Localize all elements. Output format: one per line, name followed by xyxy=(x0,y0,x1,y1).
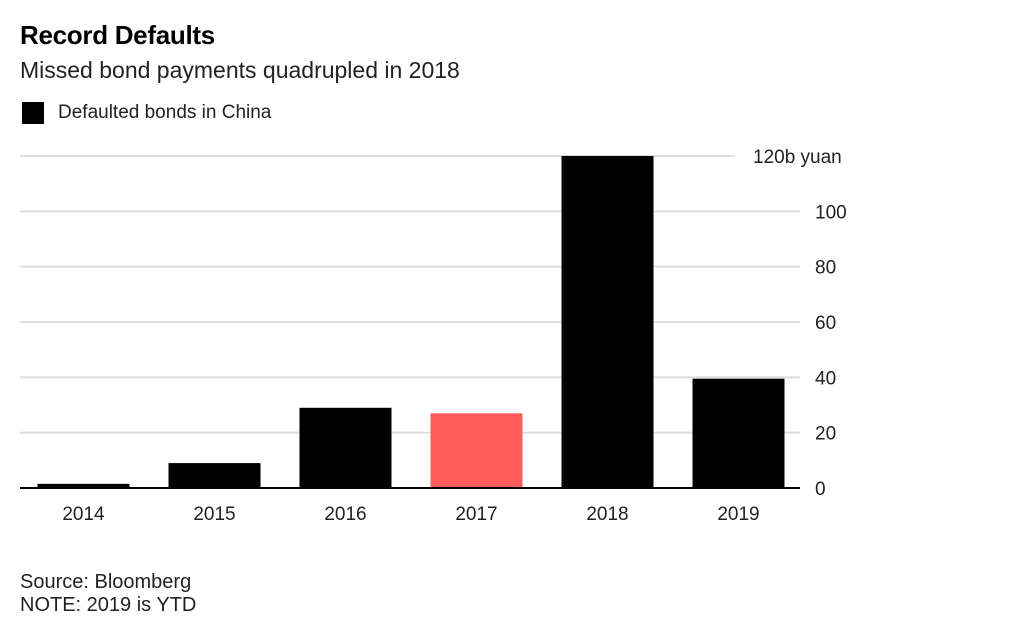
bar-2019 xyxy=(692,378,785,488)
bar-2016 xyxy=(299,407,392,488)
y-tick-label: 40 xyxy=(815,368,836,389)
ytd-note: NOTE: 2019 is YTD xyxy=(20,594,197,616)
legend-swatch xyxy=(22,102,44,124)
y-tick-label: 0 xyxy=(815,479,826,500)
y-tick-label: 80 xyxy=(815,258,836,279)
y-tick-label: 100 xyxy=(815,202,847,223)
footer: Source: Bloomberg NOTE: 2019 is YTD xyxy=(20,571,196,617)
bar-2018 xyxy=(561,156,654,488)
x-tick-label: 2019 xyxy=(717,504,759,525)
x-tick-label: 2014 xyxy=(62,504,105,525)
bar-2015 xyxy=(168,463,261,488)
legend: Defaulted bonds in China xyxy=(22,102,271,124)
bar-2014 xyxy=(37,483,130,488)
x-tick-label: 2017 xyxy=(455,504,497,525)
source-note: Source: Bloomberg xyxy=(20,571,192,593)
x-tick-label: 2016 xyxy=(324,504,366,525)
x-tick-label: 2018 xyxy=(586,504,628,525)
chart-title: Record Defaults xyxy=(20,20,215,50)
legend-label: Defaulted bonds in China xyxy=(58,102,272,123)
y-tick-label: 120b yuan xyxy=(753,147,842,168)
x-tick-label: 2015 xyxy=(193,504,235,525)
bar-2017 xyxy=(430,413,523,488)
y-tick-label: 20 xyxy=(815,424,836,445)
chart-subtitle: Missed bond payments quadrupled in 2018 xyxy=(20,57,460,83)
y-tick-label: 60 xyxy=(815,313,836,334)
